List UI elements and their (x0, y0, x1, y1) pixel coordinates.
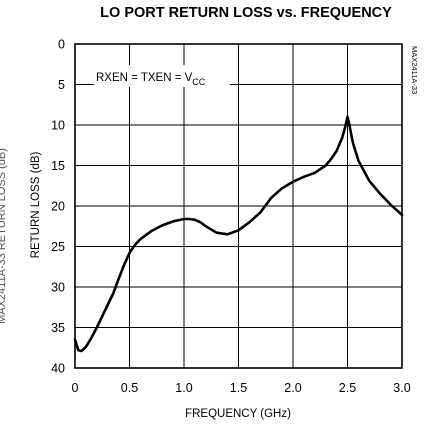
x-axis-label: FREQUENCY (GHz) (185, 408, 291, 420)
y-tick-label: 30 (51, 281, 65, 295)
x-tick-label: 0.5 (121, 381, 138, 395)
y-tick-label: 40 (51, 362, 65, 376)
x-tick-label: 2.0 (284, 381, 301, 395)
annotation-subscript: CC (192, 77, 205, 87)
figure-id-label: MAX2411A-33 (410, 46, 419, 94)
y-tick-label: 35 (51, 321, 65, 335)
grid (75, 44, 402, 368)
x-tick-label: 3.0 (393, 381, 410, 395)
x-tick-label: 1.0 (175, 381, 192, 395)
x-tick-labels: 0 0.5 1.0 1.5 2.0 2.5 3.0 (72, 381, 411, 395)
annotation-background (94, 65, 230, 87)
annotation-text: RXEN = TXEN = V (96, 72, 193, 84)
y-tick-label: 20 (51, 200, 65, 214)
x-tick-label: 2.5 (339, 381, 356, 395)
return-loss-curve (73, 115, 404, 353)
annotation-label: RXEN = TXEN = VCC (96, 72, 206, 87)
y-tick-label: 0 (58, 38, 65, 52)
y-tick-label: 15 (51, 159, 65, 173)
plot-frame (74, 43, 403, 369)
chart-title: LO PORT RETURN LOSS vs. FREQUENCY (100, 5, 392, 21)
y-tick-label: 25 (51, 240, 65, 254)
x-tick-label: 0 (72, 381, 79, 395)
left-partial-axis-label: MAX2411A-33 RETURN LOSS (dB) (0, 148, 8, 324)
y-axis-label: RETURN LOSS (dB) (30, 151, 42, 258)
y-tick-label: 5 (58, 78, 65, 92)
x-tick-label: 1.5 (230, 381, 247, 395)
y-tick-label: 10 (51, 119, 65, 133)
y-tick-labels: 0 5 10 15 20 25 30 35 40 (51, 38, 65, 376)
